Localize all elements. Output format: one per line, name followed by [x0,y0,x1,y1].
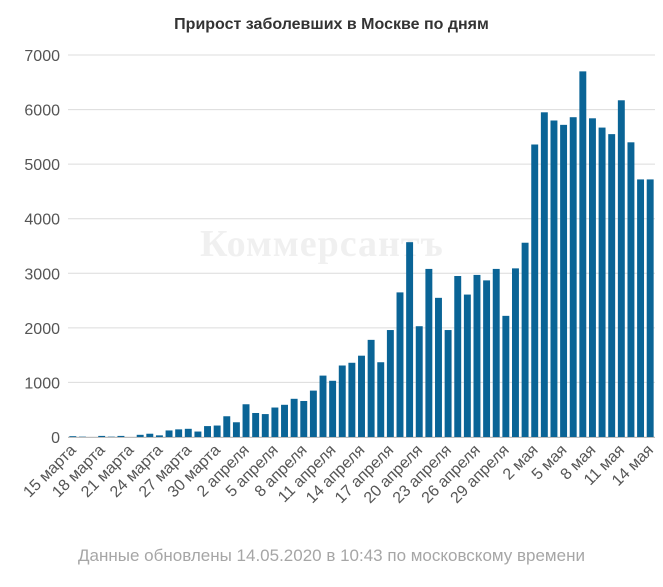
watermark-logo: Коммерсантъ [200,223,444,265]
bar [232,422,240,437]
bars [69,71,654,438]
y-tick-label: 7000 [24,48,60,65]
bar [588,118,596,438]
bar [98,435,106,437]
bar [473,274,481,437]
bar [646,179,654,438]
bar [146,433,154,437]
bar [492,268,500,437]
bar [358,355,365,437]
bar [444,330,452,437]
y-tick-label: 4000 [24,212,60,229]
bar [435,297,442,437]
bar [386,330,394,437]
bar [617,100,625,437]
bar [425,268,433,437]
bar [194,431,202,437]
bar [204,426,211,437]
bar [512,268,519,437]
bar [406,242,414,437]
chart-title: Прирост заболевших в Москве по дням [174,16,489,33]
bar [165,430,173,437]
y-tick-label: 1000 [24,375,60,392]
bar [483,280,491,437]
bar [290,398,298,437]
bar [184,428,192,437]
bar [502,315,510,437]
bar [261,414,269,437]
bar [155,435,163,437]
bar [242,404,250,437]
bar [550,120,558,438]
bar [531,144,539,437]
bar [69,436,77,437]
bar [309,390,317,437]
bar [377,362,385,437]
bar [463,294,471,437]
bar [348,362,356,437]
bar [223,416,231,437]
y-tick-label: 5000 [24,157,60,174]
bar [117,435,125,437]
bar [521,242,529,437]
bar [329,380,337,437]
bar [608,134,616,437]
bar [569,117,577,438]
y-tick-label: 0 [51,430,60,447]
bar [213,425,221,437]
bar [319,375,327,437]
bar [136,434,144,437]
bar [560,124,568,437]
bar [540,112,548,438]
y-tick-label: 2000 [24,321,60,338]
bar [396,292,404,437]
y-tick-label: 6000 [24,103,60,120]
bar [338,365,346,437]
bar [300,400,308,437]
bar [627,142,635,437]
bar [252,412,260,437]
bar [598,127,606,437]
bar [637,179,645,438]
bar [415,326,423,437]
bar [579,71,587,438]
bar [454,276,462,437]
y-tick-label: 3000 [24,266,60,283]
bar [271,407,279,437]
bar [367,339,375,437]
bar [281,404,288,437]
bar [175,429,183,437]
update-note: Данные обновлены 14.05.2020 в 10:43 по м… [78,546,585,565]
